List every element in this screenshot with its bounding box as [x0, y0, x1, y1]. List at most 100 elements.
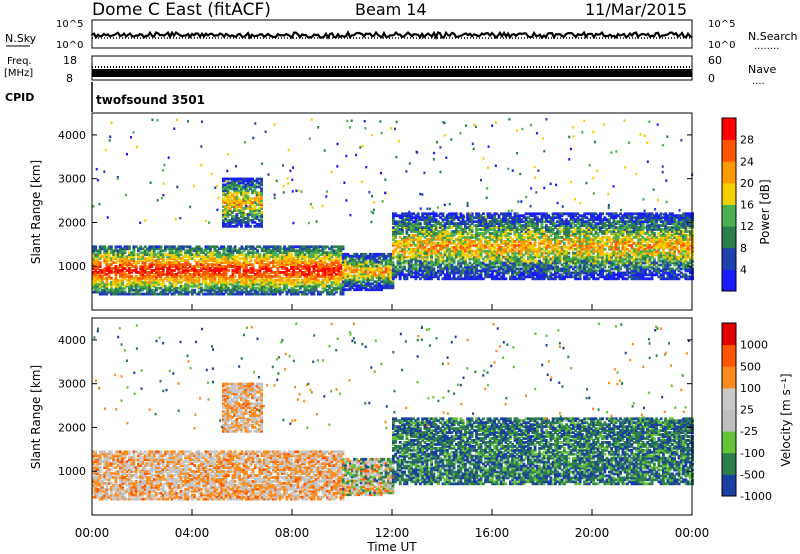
frequency-panel: Freq. [MHz] 18 8 60 0 Nave ....	[4, 54, 776, 87]
power-cell	[292, 265, 295, 268]
power-cell	[164, 247, 167, 251]
power-cell	[238, 249, 241, 253]
power-cell	[281, 251, 284, 255]
power-cell	[220, 290, 223, 294]
power-cell	[170, 245, 174, 249]
power-cell	[206, 247, 210, 251]
power-cell	[218, 271, 221, 274]
power-cell	[283, 251, 286, 255]
power-cell	[419, 222, 422, 225]
power-cell	[123, 257, 127, 260]
power-cell	[251, 275, 255, 278]
power-cell	[301, 257, 304, 260]
power-cell	[263, 257, 266, 260]
power-cell	[292, 261, 295, 264]
power-cell	[272, 275, 275, 278]
power-cell	[251, 280, 255, 284]
power-cell	[166, 257, 170, 260]
power-cell	[254, 247, 257, 251]
power-cell	[128, 269, 131, 272]
power-cell	[159, 273, 163, 276]
power-cell	[299, 269, 302, 272]
power-cell	[249, 284, 253, 288]
power-cell	[218, 257, 221, 260]
power-cell	[101, 255, 104, 259]
power-cell	[269, 290, 273, 294]
power-cell	[105, 278, 109, 282]
power-cell	[258, 273, 262, 276]
power-cell	[294, 261, 298, 264]
power-cell	[326, 271, 329, 274]
power-cell	[326, 263, 329, 266]
power-cell	[294, 253, 298, 257]
power-cell	[263, 278, 266, 282]
power-cell	[128, 275, 131, 278]
power-cell	[220, 276, 223, 280]
power-cell	[218, 247, 221, 251]
power-cell	[326, 245, 329, 249]
power-cell	[146, 267, 149, 270]
power-cell	[213, 278, 217, 282]
power-cell	[224, 247, 228, 251]
power-cell	[161, 278, 165, 282]
power-cell	[240, 273, 244, 276]
power-cell	[305, 275, 309, 278]
power-cell	[220, 261, 223, 264]
power-cell	[337, 284, 340, 288]
power-cell	[317, 245, 320, 249]
power-cell	[335, 261, 338, 264]
power-cell	[143, 271, 147, 274]
power-cell	[308, 290, 311, 294]
power-cell	[278, 263, 282, 266]
power-cell	[164, 292, 167, 296]
power-cell	[119, 269, 122, 272]
power-cell	[175, 286, 178, 290]
power-cell	[254, 278, 257, 282]
power-cell	[260, 288, 264, 292]
power-cell	[141, 263, 145, 266]
power-cell	[146, 290, 149, 294]
power-cell	[240, 280, 244, 284]
power-cell	[105, 288, 109, 292]
power-cell	[274, 247, 277, 251]
power-cell	[125, 245, 129, 249]
power-cell	[303, 288, 307, 292]
power-cell	[143, 261, 147, 264]
power-cell	[310, 276, 313, 280]
power-cell	[195, 284, 199, 288]
power-cell	[168, 284, 172, 288]
power-cell	[94, 275, 98, 278]
power-cell	[125, 265, 129, 268]
power-cell	[238, 280, 241, 284]
power-cell	[303, 280, 307, 284]
power-cell	[197, 253, 201, 257]
power-cell	[258, 280, 262, 284]
power-cell	[301, 290, 304, 294]
power-cell	[236, 286, 239, 290]
power-cell	[281, 253, 284, 257]
power-cell	[96, 253, 100, 257]
power-cell	[242, 273, 246, 276]
power-cell	[233, 255, 237, 259]
power-cell	[294, 282, 298, 286]
power-cell	[114, 290, 118, 294]
power-cell	[114, 267, 118, 270]
power-cell	[121, 275, 125, 278]
power-cell	[132, 269, 136, 272]
power-cell	[224, 213, 228, 216]
power-cell	[110, 284, 113, 288]
power-cell	[281, 247, 284, 251]
power-cell	[229, 275, 232, 278]
power-cell	[321, 282, 325, 286]
power-cell	[240, 290, 244, 294]
power-cell	[98, 278, 102, 282]
power-cell	[567, 251, 571, 255]
power-cell	[227, 247, 230, 251]
power-cell	[222, 193, 225, 197]
station-title: Dome C East (fitACF)	[92, 0, 271, 20]
power-cell	[98, 292, 102, 296]
power-cell	[92, 251, 95, 255]
power-cell	[215, 269, 219, 272]
power-cell	[206, 251, 210, 255]
power-cell	[242, 278, 246, 282]
